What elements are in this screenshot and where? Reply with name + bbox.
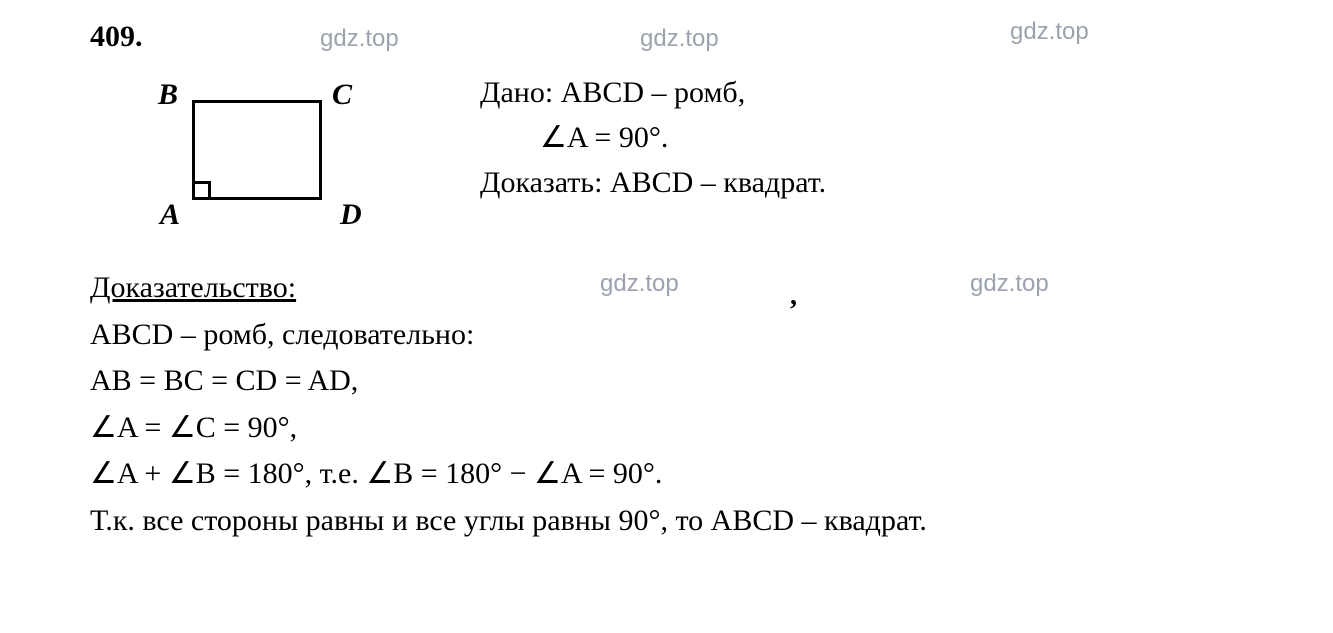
prove-text: ABCD – квадрат. xyxy=(610,166,826,199)
vertex-d: D xyxy=(340,198,362,232)
given-block: Дано: ABCD – ромб, ∠A = 90°. Доказать: A… xyxy=(480,70,826,205)
square-shape xyxy=(192,100,322,200)
watermark: gdz.top xyxy=(1010,18,1089,46)
proof-section: Доказательство: ABCD – ромб, следователь… xyxy=(90,265,927,544)
proof-heading: Доказательство: xyxy=(90,265,927,312)
proof-line1: ABCD – ромб, следовательно: xyxy=(90,312,927,359)
given-line2: ∠A = 90°. xyxy=(540,115,826,160)
proof-line3: ∠A = ∠C = 90°, xyxy=(90,405,927,452)
vertex-a: A xyxy=(160,198,180,232)
given-text1: ABCD – ромб, xyxy=(561,76,746,109)
proof-line4: ∠A + ∠B = 180°, т.е. ∠B = 180° − ∠A = 90… xyxy=(90,451,927,498)
given-label: Дано: xyxy=(480,76,561,109)
given-line1: Дано: ABCD – ромб, xyxy=(480,70,826,115)
problem-number: 409. xyxy=(90,20,143,54)
prove-label: Доказать: xyxy=(480,166,610,199)
proof-line2: AB = BC = CD = AD, xyxy=(90,358,927,405)
vertex-c: C xyxy=(332,78,352,112)
proof-line5: Т.к. все стороны равны и все углы равны … xyxy=(90,498,927,545)
watermark: gdz.top xyxy=(970,270,1049,298)
right-angle-icon xyxy=(195,181,211,197)
watermark: gdz.top xyxy=(320,25,399,53)
prove-line: Доказать: ABCD – квадрат. xyxy=(480,160,826,205)
vertex-b: B xyxy=(158,78,178,112)
figure-square: A B C D xyxy=(160,80,380,240)
watermark: gdz.top xyxy=(640,25,719,53)
